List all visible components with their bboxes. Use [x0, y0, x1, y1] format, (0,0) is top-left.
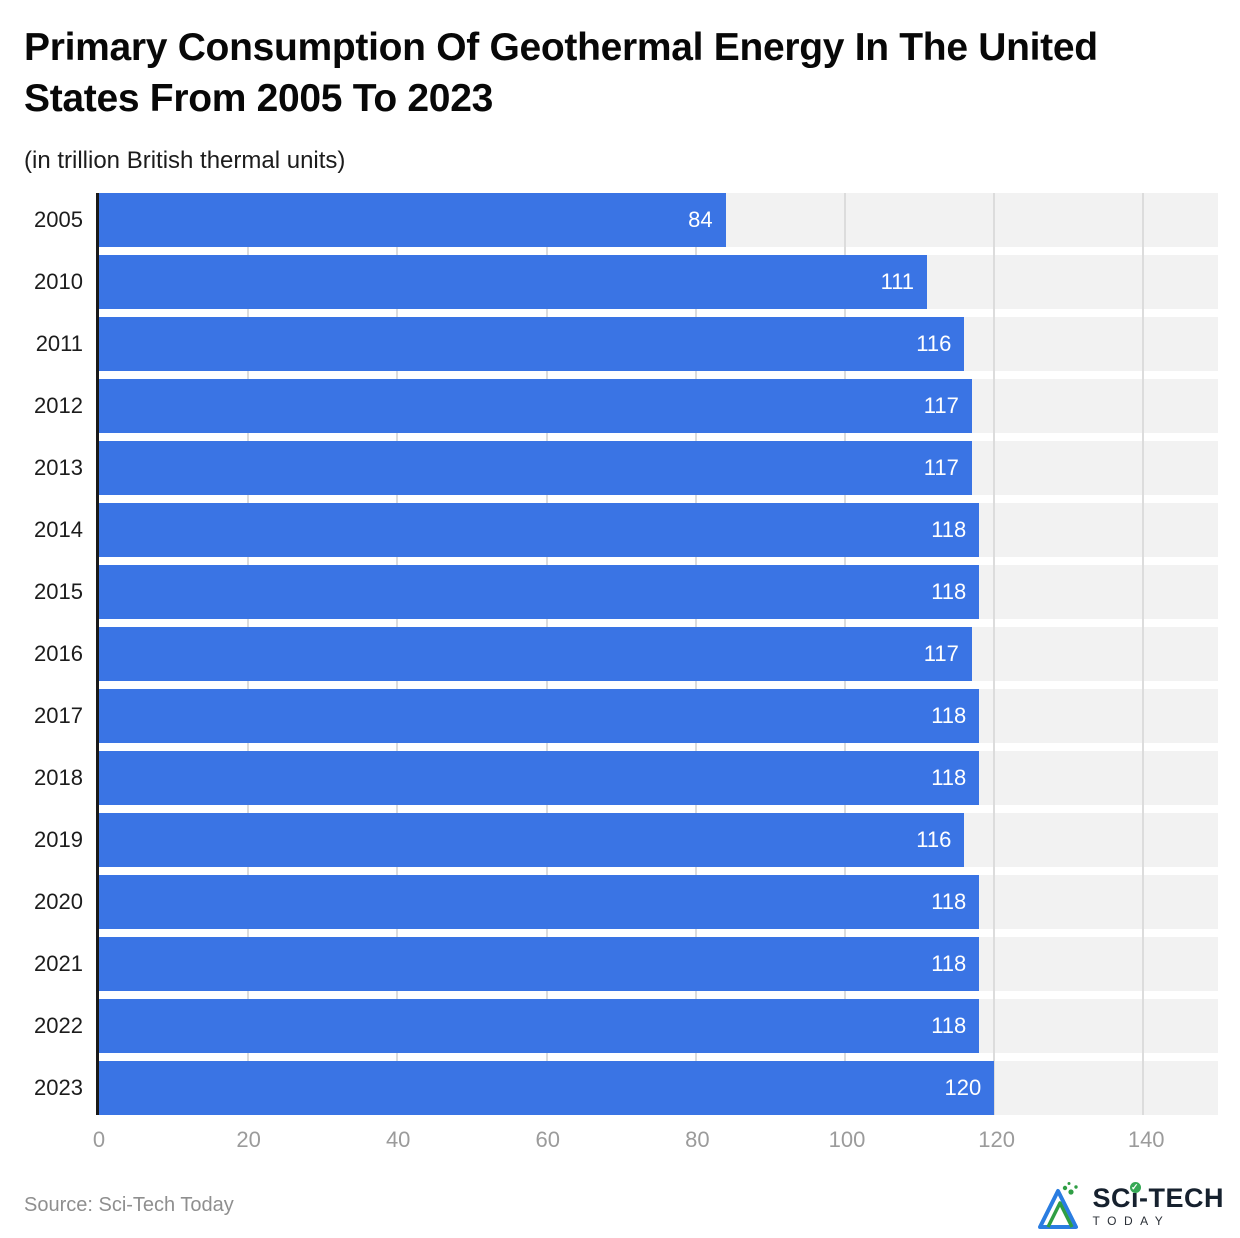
value-label: 117	[923, 392, 959, 418]
bar-chart: 2005 84 2010 111 2011 116 2012 117 2013 117 2014 11…	[0, 192, 1240, 1155]
bar-row: 2019 116	[34, 812, 1218, 867]
value-label: 84	[688, 206, 713, 232]
bar: 117	[99, 626, 972, 681]
value-label: 117	[923, 640, 959, 666]
x-tick-label: 140	[1127, 1126, 1165, 1152]
value-label: 116	[916, 826, 952, 852]
logo-sub: TODAY	[1092, 1213, 1171, 1228]
check-icon: ✓	[1129, 1181, 1141, 1193]
value-label: 116	[916, 330, 952, 356]
x-tick-label: 0	[92, 1126, 106, 1152]
bar: 120	[99, 1060, 995, 1115]
bar: 118	[99, 688, 980, 743]
chart-subtitle: (in trillion British thermal units)	[24, 146, 346, 174]
bar-row: 2020 118	[34, 874, 1218, 929]
bar-row: 2005 84	[34, 192, 1218, 247]
plot-area: 2005 84 2010 111 2011 116 2012 117 2013 117 2014 11…	[34, 192, 1218, 1115]
year-label: 2012	[34, 392, 83, 418]
x-tick-label: 80	[685, 1126, 710, 1152]
source-text: Source: Sci-Tech Today	[24, 1194, 234, 1217]
x-tick-label: 40	[385, 1126, 411, 1152]
year-label: 2010	[34, 268, 83, 294]
year-label: 2011	[35, 330, 83, 356]
year-label: 2015	[34, 578, 83, 604]
bar: 118	[99, 936, 980, 991]
chart-title: Primary Consumption Of Geothermal Energy…	[24, 26, 1098, 121]
bar-row: 2016 117	[34, 626, 1218, 681]
value-label: 117	[923, 454, 959, 480]
bar: 118	[99, 998, 980, 1053]
year-label: 2005	[34, 206, 83, 232]
year-label: 2013	[34, 454, 83, 480]
value-label: 120	[944, 1074, 982, 1100]
year-label: 2018	[34, 764, 83, 790]
bar-rows: 2005 84 2010 111 2011 116 2012 117 2013 117 2014 11…	[34, 192, 1218, 1115]
value-label: 118	[931, 950, 967, 976]
logo-brand: SCi-TECH ✓	[1092, 1181, 1224, 1213]
year-label: 2017	[34, 702, 83, 728]
bar: 111	[99, 254, 928, 309]
bar: 118	[99, 750, 980, 805]
year-label: 2016	[34, 640, 83, 666]
mountain-triangle-icon	[1037, 1181, 1078, 1229]
year-label: 2023	[34, 1074, 83, 1100]
bar: 118	[99, 874, 980, 929]
bar-row: 2023 120	[34, 1060, 1218, 1115]
bar: 84	[99, 192, 726, 247]
bar-row: 2010 111	[34, 254, 1218, 309]
year-label: 2022	[34, 1012, 83, 1038]
bar-row: 2012 117	[34, 378, 1218, 433]
bar: 118	[99, 564, 980, 619]
value-label: 118	[931, 1012, 967, 1038]
bar-row: 2014 118	[34, 502, 1218, 557]
bar: 117	[99, 440, 972, 495]
value-label: 118	[931, 764, 967, 790]
bar: 116	[99, 812, 965, 867]
chart-header: Primary Consumption Of Geothermal Energy…	[0, 0, 1240, 175]
x-tick-label: 60	[535, 1126, 561, 1152]
logo-text: SCi-TECH ✓ TODAY	[1092, 1181, 1225, 1228]
value-label: 118	[931, 888, 967, 914]
year-label: 2021	[34, 950, 83, 976]
footer: Source: Sci-Tech Today SCi-TECH ✓ TODAY	[0, 1181, 1240, 1231]
x-axis: 0 20 40 60 80 100 120 140	[93, 1126, 1221, 1155]
bar-row: 2013 117	[34, 440, 1218, 495]
value-label: 118	[931, 578, 967, 604]
bar-row: 2017 118	[34, 688, 1218, 743]
year-label: 2020	[34, 888, 83, 914]
x-tick-label: 20	[236, 1126, 261, 1152]
bar-row: 2022 118	[34, 998, 1218, 1053]
value-label: 118	[931, 516, 967, 542]
gridline	[1142, 192, 1145, 1115]
bar: 117	[99, 378, 972, 433]
year-label: 2014	[34, 516, 83, 542]
bar-row: 2018 118	[34, 750, 1218, 805]
bar-row: 2021 118	[34, 936, 1218, 991]
bar-row: 2011 116	[36, 316, 1218, 371]
x-tick-label: 100	[828, 1126, 866, 1152]
bar-row: 2015 118	[34, 564, 1218, 619]
value-label: 118	[931, 702, 967, 728]
gridline	[993, 192, 996, 1115]
bar: 118	[99, 502, 980, 557]
x-tick-label: 120	[978, 1126, 1015, 1152]
year-label: 2019	[34, 826, 83, 852]
scitech-logo: SCi-TECH ✓ TODAY	[1033, 1181, 1225, 1231]
bar: 116	[99, 316, 965, 371]
value-label: 111	[880, 268, 915, 294]
